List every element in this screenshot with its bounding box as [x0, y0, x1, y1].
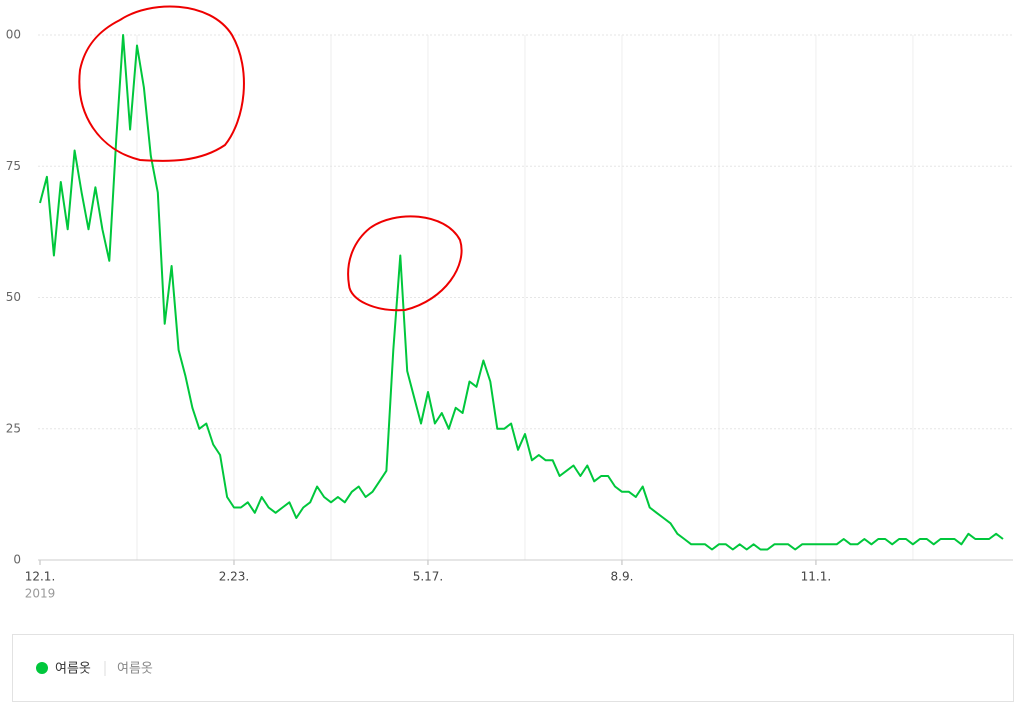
- x-tick-label: 11.1.: [801, 570, 832, 584]
- year-label: 2019: [25, 587, 56, 601]
- legend-label: 여름옷: [55, 662, 91, 677]
- legend-marker: [36, 662, 48, 674]
- data-line: [39, 34, 1004, 551]
- annotation-circle: [347, 215, 463, 312]
- y-tick-label: 75: [6, 159, 21, 173]
- x-tick-label: 2.23.: [219, 570, 250, 584]
- y-tick-label: 50: [6, 290, 21, 304]
- plot: 12.1. 2.23. 5.17. 8.9. 11.1. 0 25 50 75 00: [6, 28, 1013, 584]
- y-tick-label: 0: [13, 553, 21, 567]
- x-tick-label: 5.17.: [413, 570, 444, 584]
- legend-keyword: 여름옷: [117, 662, 153, 677]
- annotation-circle: [78, 5, 245, 162]
- y-tick-label: 25: [6, 421, 21, 435]
- x-tick-label: 8.9.: [611, 570, 634, 584]
- y-tick-label: 00: [6, 28, 21, 42]
- x-tick-label: 12.1.: [25, 570, 56, 584]
- legend-box: [12, 634, 1014, 702]
